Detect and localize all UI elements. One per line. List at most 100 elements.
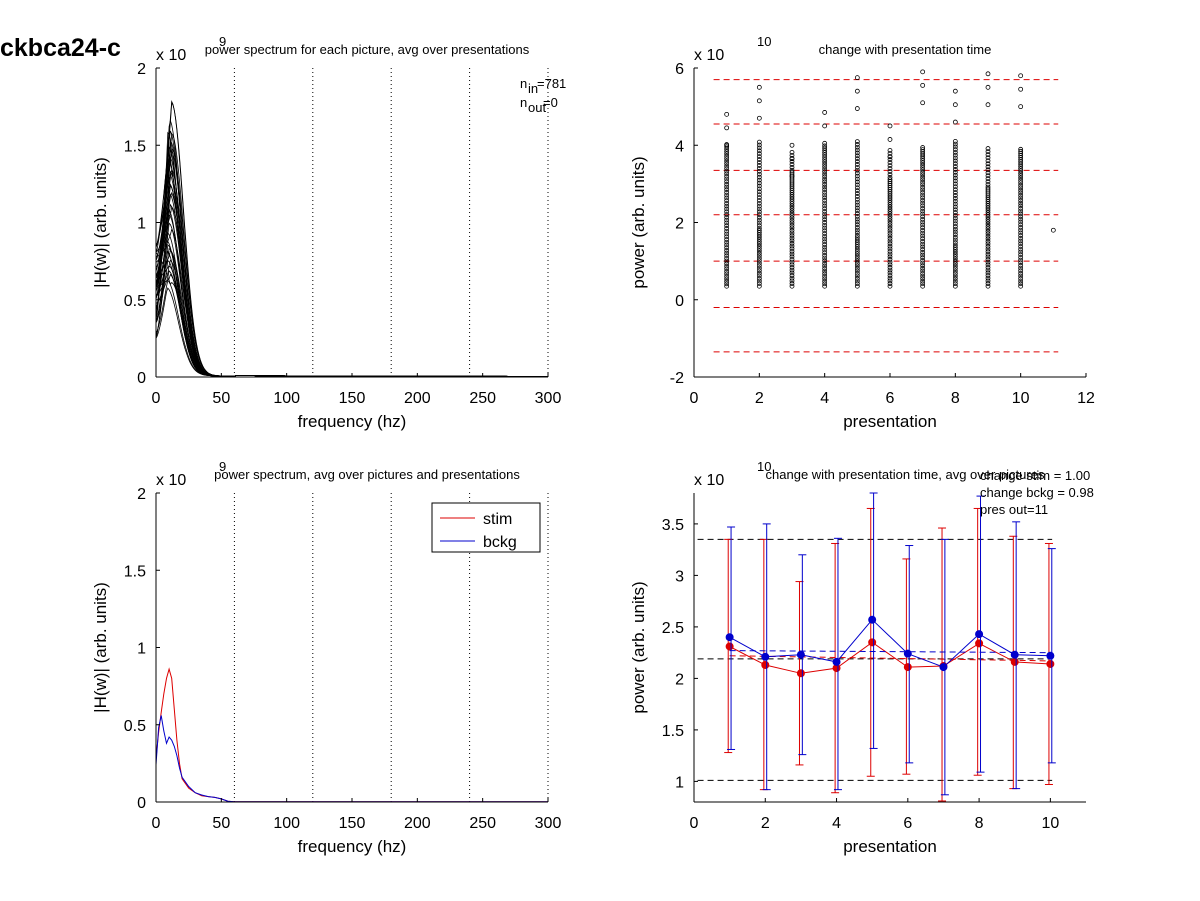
sample-point [756,228,762,233]
sample-point [1018,214,1024,219]
sample-point [822,198,828,203]
sample-point [822,250,828,256]
sample-point [887,246,893,252]
mean-marker-bckg [725,633,734,642]
sample-point [887,204,893,210]
sample-point [822,203,828,209]
sample-point [789,273,795,278]
sample-point [756,239,762,244]
x-axis-label: frequency (hz) [298,412,407,431]
sample-point [756,198,762,203]
sample-point [887,281,893,286]
y-exponent-power: 10 [757,34,771,49]
annotation-n-in: n [520,76,527,91]
x-tick-label: 0 [152,815,161,832]
sample-point [952,273,958,279]
sample-point [724,171,730,177]
spectrum-trace [155,131,548,377]
sample-point [822,189,828,195]
sample-point [854,156,860,162]
sample-point [920,147,926,153]
sample-point [822,228,828,234]
sample-point [952,119,958,125]
sample-point [789,270,795,276]
sample-point [822,283,828,289]
spectrum-trace [155,252,548,377]
x-tick-label: 250 [469,390,496,407]
x-axis-label: presentation [843,837,937,856]
sample-point [822,217,828,223]
sample-point [1018,254,1024,260]
sample-point [985,246,991,252]
x-tick-label: 0 [690,390,699,407]
y-tick-label: 2 [137,61,146,78]
sample-point [1018,148,1024,154]
sample-point [920,158,926,163]
legend: stim bckg [431,502,541,553]
sample-point [756,248,762,254]
sample-point [756,180,762,186]
sample-point [887,209,893,214]
sample-point [952,139,958,144]
y-tick-label: 2 [675,216,684,233]
sample-point [756,258,762,264]
sample-point [789,243,795,249]
sample-point [854,173,860,179]
y-tick-label: 1.5 [124,138,146,155]
sample-point [920,206,926,211]
sample-point [920,187,926,193]
spectrum-trace [155,167,548,377]
sample-point [1018,270,1024,276]
spectrum-trace [155,183,548,377]
sample-point [920,203,926,209]
sample-point [854,211,860,216]
chart-p1: n in=781 n out=0 0 50 100 150 200 250 300 0 0.5 1 1.5 2… [91,34,566,431]
sample-point [756,215,762,220]
sample-point [854,106,860,111]
sample-point [822,268,828,274]
sample-point [1018,265,1024,271]
sample-point [822,174,828,180]
sample-point [952,181,958,187]
sample-point [724,242,730,248]
sample-point [756,177,762,183]
sample-point [822,239,828,245]
sample-point [887,228,893,234]
sample-point [952,266,958,271]
sample-point [854,202,860,208]
mean-marker-bckg [939,663,948,672]
sample-point [887,233,893,239]
sample-point [952,276,958,281]
y-axis-label: power (arb. units) [629,156,648,288]
sample-point [789,220,795,226]
mean-marker-bckg [903,649,912,658]
sample-point [985,207,991,213]
sample-point [822,244,828,250]
sample-point [1018,166,1024,171]
sample-point [822,140,828,146]
sample-point [854,162,860,167]
sample-point [822,143,828,149]
sample-point [1018,200,1024,206]
sample-point [920,214,926,220]
sample-point [854,273,860,279]
sample-point [724,181,730,187]
sample-point [789,156,795,162]
sample-point [789,238,795,244]
sample-point [920,192,926,198]
mean-marker-stim [725,642,734,651]
sample-point [756,223,762,229]
sample-point [822,263,828,269]
sample-point [756,174,762,180]
sample-point [920,278,926,284]
sample-point [952,263,958,269]
sample-point [952,254,958,259]
sample-point [789,213,795,218]
sample-point [920,222,926,228]
sample-point [985,275,991,281]
sample-point [854,147,860,153]
legend-label-stim: stim [483,511,512,528]
sample-point [756,283,762,289]
sample-point [822,195,828,201]
sample-point [920,69,926,75]
